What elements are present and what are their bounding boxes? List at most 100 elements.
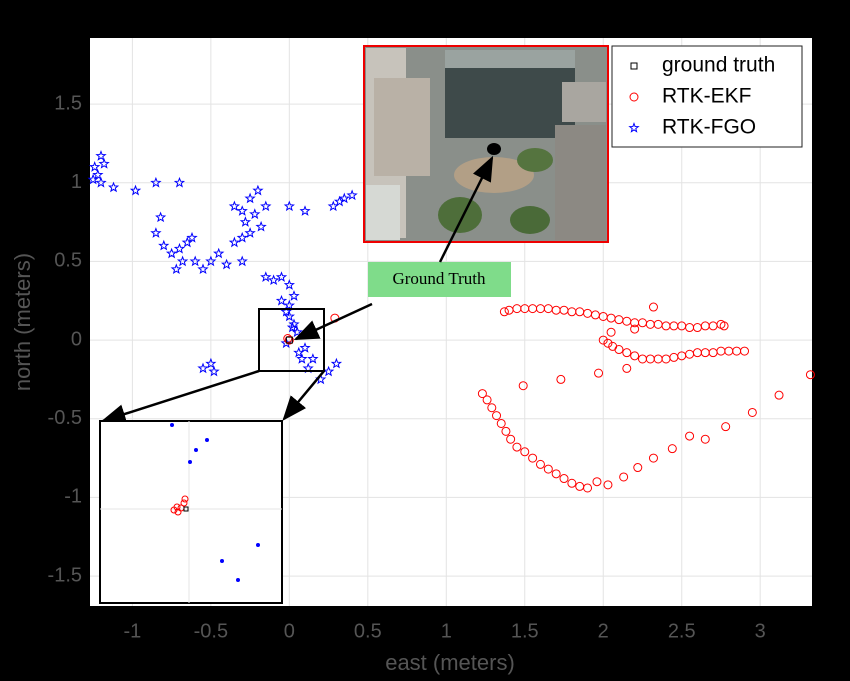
legend-label: RTK-EKF [662, 85, 751, 108]
point [280, 305, 292, 317]
point [189, 255, 201, 267]
point [487, 403, 497, 413]
point [176, 255, 189, 267]
x-tick-label: 0.5 [354, 620, 382, 642]
point [283, 200, 295, 212]
point [330, 357, 343, 369]
point [535, 459, 545, 469]
point [283, 279, 295, 290]
x-tick-label: -1 [123, 620, 141, 642]
point [249, 208, 261, 220]
point [501, 426, 511, 436]
point [622, 348, 632, 358]
point [239, 216, 252, 227]
legend-marker [630, 62, 638, 70]
point [648, 453, 658, 463]
y-tick-label: -1 [64, 486, 82, 508]
point [774, 390, 784, 400]
point [594, 368, 604, 378]
point [213, 247, 225, 259]
y-axis-label: north (meters) [10, 253, 35, 391]
x-tick-label: 1.5 [511, 620, 539, 642]
point [559, 474, 569, 484]
point [283, 334, 293, 344]
legend-label: RTK-FGO [662, 116, 756, 139]
point [667, 444, 677, 454]
point [740, 346, 750, 356]
legend-label: ground truth [662, 54, 775, 77]
point [747, 407, 757, 417]
point [285, 336, 293, 344]
point [260, 271, 272, 282]
point [346, 189, 358, 201]
point [512, 442, 522, 452]
point [260, 200, 272, 212]
point [322, 365, 335, 377]
point [518, 381, 528, 391]
point [721, 422, 731, 432]
point [228, 200, 241, 212]
x-tick-label: 2.5 [668, 620, 696, 642]
point [197, 362, 209, 374]
zoom-arrow [100, 369, 260, 424]
zoom-region [258, 308, 325, 372]
point [293, 346, 305, 358]
point [598, 335, 608, 345]
point [92, 169, 104, 180]
point [236, 255, 248, 267]
point [685, 431, 695, 441]
legend-marker [629, 92, 639, 102]
point [567, 478, 577, 488]
x-tick-label: 1 [441, 620, 452, 642]
x-tick-label: 0 [284, 620, 295, 642]
point [307, 353, 319, 364]
y-tick-label: 1 [71, 171, 82, 193]
x-axis-label: east (meters) [385, 650, 515, 675]
point [719, 321, 729, 331]
point [220, 258, 233, 270]
point [506, 434, 516, 444]
point [619, 472, 629, 482]
point [482, 395, 492, 405]
point [299, 205, 311, 216]
point [236, 231, 248, 243]
point [630, 324, 640, 334]
point [155, 211, 167, 223]
point [633, 463, 643, 473]
point [805, 370, 815, 380]
point [603, 338, 613, 348]
y-tick-label: 1.5 [54, 92, 82, 114]
point [603, 480, 613, 490]
point [208, 365, 220, 377]
point [583, 483, 593, 493]
annotation-text: Ground Truth [392, 269, 486, 288]
point [255, 220, 267, 232]
point [205, 255, 217, 267]
photo-inset [363, 45, 609, 243]
point [87, 173, 99, 185]
x-tick-label: 2 [598, 620, 609, 642]
x-tick-label: 3 [755, 620, 766, 642]
point [98, 157, 110, 169]
point [288, 290, 300, 301]
point [551, 469, 561, 479]
point [89, 161, 101, 172]
point [477, 389, 487, 399]
point [95, 176, 107, 188]
point [283, 310, 295, 322]
point [543, 464, 553, 474]
point [158, 239, 170, 251]
point [648, 302, 658, 312]
point [275, 271, 288, 282]
point [275, 294, 288, 306]
point [606, 327, 616, 337]
point [296, 353, 308, 364]
point [622, 363, 632, 373]
point [150, 227, 162, 238]
point [197, 263, 209, 275]
point [244, 192, 256, 204]
point [520, 447, 530, 457]
point [170, 263, 182, 275]
point [186, 231, 198, 243]
